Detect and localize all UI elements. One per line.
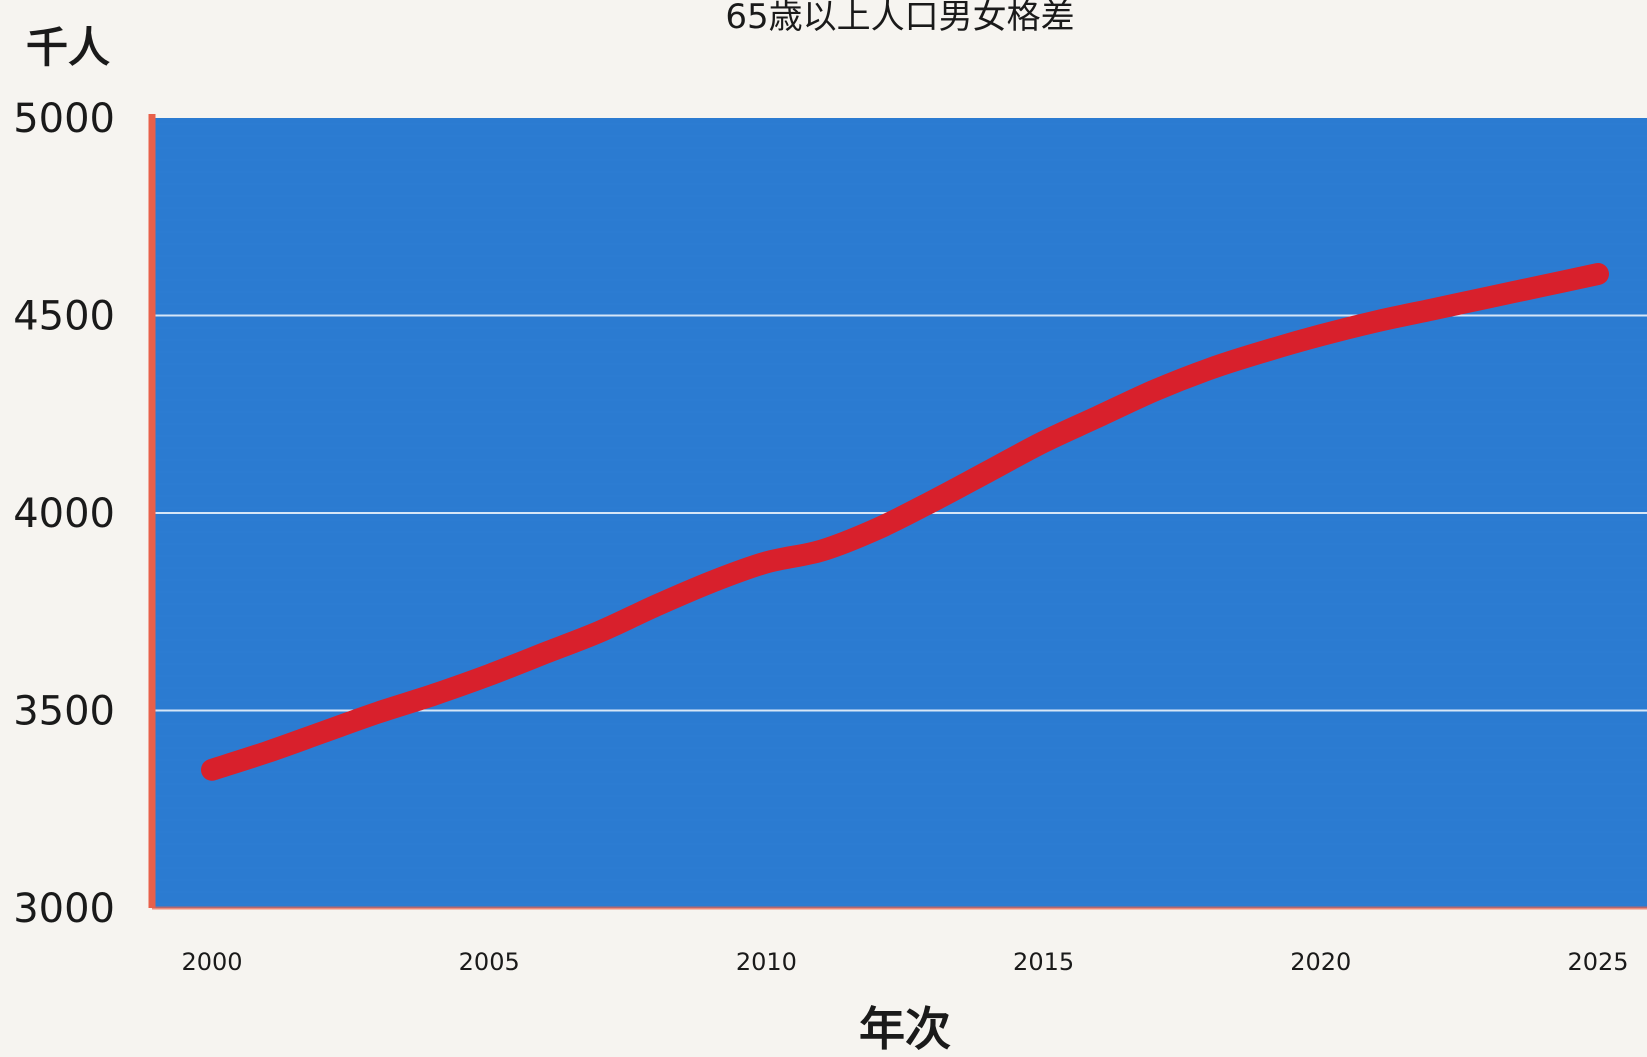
x-tick-label-2010: 2010 [736,948,797,976]
x-tick-label-2020: 2020 [1290,948,1351,976]
x-tick-label-2000: 2000 [181,948,242,976]
y-tick-label-4500: 4500 [13,294,115,340]
y-tick-label-4000: 4000 [13,491,115,537]
x-tick-label-2015: 2015 [1013,948,1074,976]
chart-title: 65歳以上人口男女格差 [725,0,1074,37]
y-tick-label-3000: 3000 [13,886,115,932]
series-line-0 [201,263,1609,781]
x-axis-label: 年次 [859,1002,951,1056]
x-tick-label-2005: 2005 [459,948,520,976]
y-axis-unit-label: 千人 [26,23,110,72]
x-tick-label-2025: 2025 [1567,948,1628,976]
y-tick-label-5000: 5000 [13,96,115,142]
y-tick-label-3500: 3500 [13,689,115,735]
